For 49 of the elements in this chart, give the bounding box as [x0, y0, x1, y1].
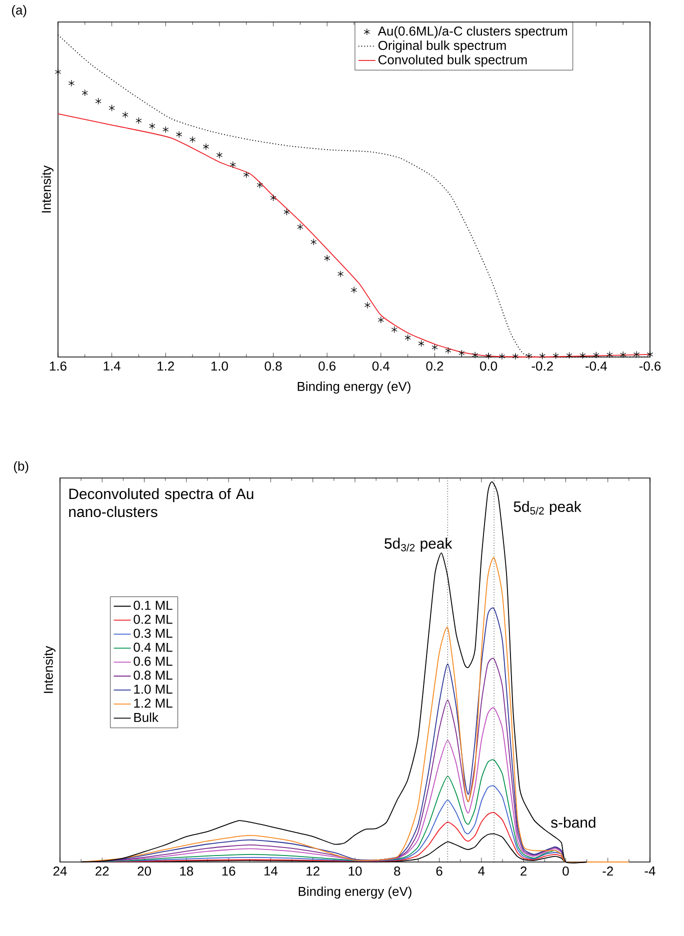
x-tick-label: 18 [180, 866, 194, 876]
x-tick-label: 1.0 [211, 362, 228, 371]
x-tick-label: 0.0 [480, 362, 498, 371]
x-tick-label: 0.8 [264, 362, 282, 371]
annotation: s-band [551, 816, 596, 828]
x-axis-title: Binding energy (eV) [298, 886, 412, 899]
legend-label: Original bulk spectrum [378, 40, 506, 53]
legend-label: 0.8 ML [134, 670, 172, 680]
y-axis-title: Intensity [43, 646, 56, 693]
x-tick-label: 20 [138, 866, 151, 876]
legend-label: 1.0 ML [134, 684, 172, 694]
x-tick-label: 1.6 [50, 362, 66, 371]
legend-label: Au(0.6ML)/a-C clusters spectrum [378, 26, 567, 38]
x-tick-label: 24 [53, 866, 67, 876]
x-tick-label: 22 [96, 866, 109, 876]
annotation: Deconvoluted spectra of Au nano-clusters [69, 488, 254, 518]
x-tick-label: -0.2 [532, 362, 553, 371]
x-tick-label: 16 [222, 866, 236, 876]
legend-label: Bulk [134, 712, 158, 722]
x-tick-label: 1.4 [104, 362, 120, 370]
x-tick-label: 4 [478, 866, 485, 876]
annotation: 5d$_{5/2}$ peak [514, 500, 582, 515]
x-tick-label: -0.6 [639, 362, 661, 371]
x-tick-label: 6 [436, 866, 442, 876]
y-axis-title: Intensity [41, 165, 54, 212]
x-tick-label: 0.6 [318, 362, 336, 371]
x-tick-label: 14 [264, 866, 278, 876]
x-tick-label: 0 [562, 866, 569, 876]
x-tick-label: 0.2 [426, 362, 444, 371]
legend-label: 0.3 ML [134, 628, 172, 638]
x-axis-title: Binding energy (eV) [298, 382, 410, 394]
x-tick-label: 12 [306, 866, 320, 876]
legend-label: 0.1 ML [134, 600, 172, 610]
x-tick-label: -2 [602, 866, 613, 876]
text: (b) [14, 461, 28, 474]
legend-label: 0.6 ML [134, 656, 172, 666]
x-tick-label: 8 [394, 866, 400, 876]
annotation: 5d$_{3/2}$ peak [384, 538, 452, 552]
x-tick-label: 1.2 [158, 362, 174, 371]
x-tick-label: 10 [348, 866, 362, 876]
legend-label: Convoluted bulk spectrum [378, 54, 527, 67]
legend-label: 0.2 ML [134, 614, 172, 624]
x-tick-label: 2 [520, 866, 527, 876]
x-tick-label: -4 [644, 866, 656, 876]
legend-label: 1.2 ML [134, 698, 172, 708]
x-tick-label: -0.4 [586, 362, 607, 371]
x-tick-label: 0.4 [372, 362, 390, 371]
legend-label: 0.4 ML [134, 642, 172, 652]
text: (a) [12, 5, 26, 18]
